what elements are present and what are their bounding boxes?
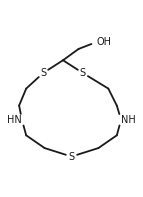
Text: NH: NH bbox=[121, 115, 136, 125]
Text: HN: HN bbox=[7, 115, 22, 125]
Text: S: S bbox=[80, 68, 86, 78]
Text: S: S bbox=[68, 151, 75, 162]
Text: S: S bbox=[40, 68, 46, 78]
Text: OH: OH bbox=[97, 37, 112, 47]
